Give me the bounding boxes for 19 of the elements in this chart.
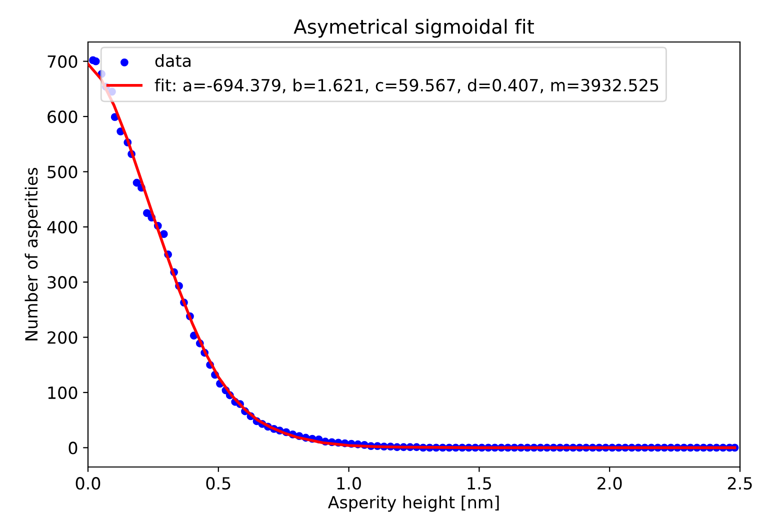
y-tick-label: 700	[48, 55, 78, 68]
legend-label: fit: a=-694.379, b=1.621, c=59.567, d=0.407, m=3932.525	[154, 78, 658, 94]
y-tick-label: 400	[47, 220, 78, 234]
y-tick-label: 0	[68, 442, 78, 454]
x-tick-label: 1.0	[337, 477, 361, 490]
y-tick-label: 200	[48, 331, 78, 344]
y-tick-label: 600	[48, 110, 78, 124]
x-tick-label: 2.5	[728, 477, 752, 490]
y-tick-label: 100	[48, 386, 78, 400]
y-tick-label: 300	[48, 276, 78, 289]
y-axis-title: Number of asperities	[24, 168, 41, 340]
x-axis-title: Asperity height [nm]	[328, 496, 499, 512]
legend-label: data	[155, 54, 190, 68]
x-tick-label: 2.0	[598, 477, 622, 490]
x-tick-label: 0.5	[206, 477, 230, 490]
x-tick-label: 1.5	[468, 477, 491, 490]
chart-title: Asymetrical sigmoidal fit	[294, 18, 534, 38]
y-tick-label: 500	[48, 166, 78, 178]
x-tick-label: 0.0	[76, 477, 100, 490]
